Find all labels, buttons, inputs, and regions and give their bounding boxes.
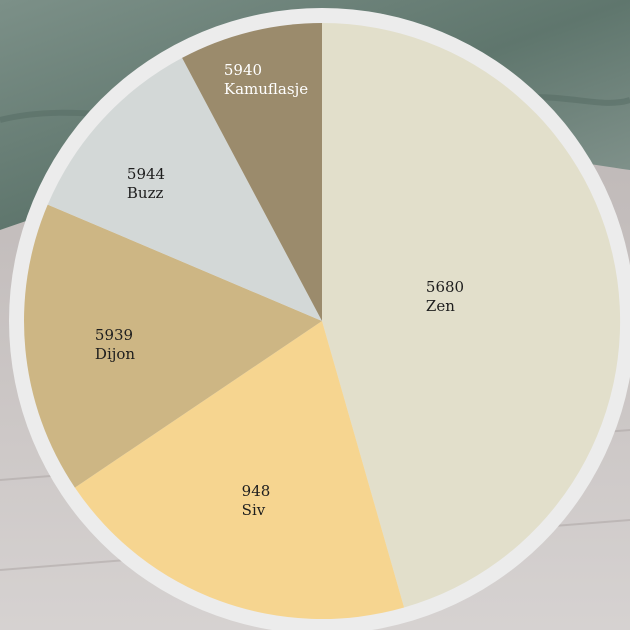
slice-label-buzz: 5944 Buzz (127, 165, 165, 203)
color-name: Dijon (94, 345, 136, 363)
slice-label-zen: 5680 Zen (426, 278, 464, 316)
pie-slices (24, 22, 621, 620)
color-code: 5944 (126, 165, 166, 183)
color-code: 948 (241, 482, 271, 500)
color-code: 5680 (425, 278, 465, 296)
slice-siv (74, 321, 405, 620)
slice-label-kamuflasje: 5940 Kamuflasje (224, 61, 308, 99)
slice-zen (322, 22, 621, 608)
color-code: 5940 (223, 61, 263, 79)
color-code: 5939 (94, 326, 134, 344)
color-name: Siv (241, 501, 266, 519)
slice-kamuflasje (182, 23, 322, 321)
color-name: Buzz (126, 184, 164, 202)
slice-label-siv: 948 Siv (242, 482, 271, 520)
color-name: Kamuflasje (223, 80, 309, 98)
slice-buzz (47, 57, 322, 322)
slice-label-dijon: 5939 Dijon (95, 326, 135, 364)
color-name: Zen (425, 297, 455, 315)
slice-dijon (24, 204, 322, 488)
